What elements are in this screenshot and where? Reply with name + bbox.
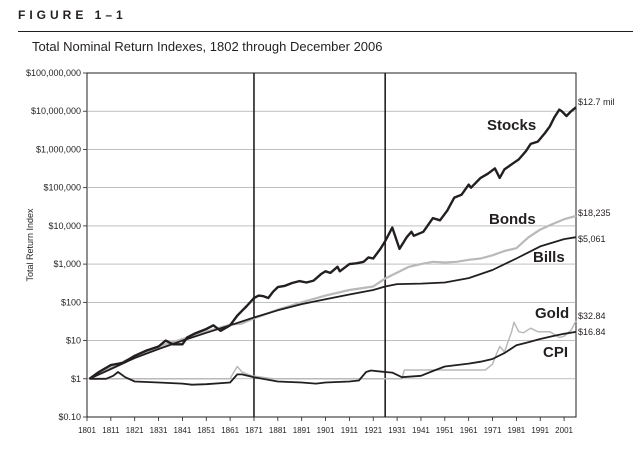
x-tick-label: 1941 <box>412 426 430 435</box>
end-value-label-gold: $32.84 <box>578 311 606 321</box>
era-markers <box>253 73 386 417</box>
x-tick-label: 1861 <box>221 426 239 435</box>
y-tick-label: $10 <box>66 336 81 346</box>
x-tick-label: 1811 <box>102 426 120 435</box>
x-tick-label: 1801 <box>78 426 96 435</box>
series-line-bills <box>89 236 577 380</box>
y-tick-label: $1,000 <box>53 259 81 269</box>
series-label-stocks: Stocks <box>487 117 536 134</box>
y-tick-label: $100,000,000 <box>26 68 81 78</box>
x-tick-label: 1971 <box>484 426 502 435</box>
y-axis-label: Total Return Index <box>25 208 35 282</box>
x-tick-label: 1881 <box>269 426 287 435</box>
x-tick-label: 1901 <box>317 426 335 435</box>
y-axis-ticks: $100,000,000 $10,000,000 $1,000,000 $100,00… <box>26 68 87 422</box>
figure-rule <box>18 31 633 32</box>
series-line-stocks <box>88 106 577 380</box>
y-gridlines <box>87 110 576 380</box>
chart-title: Total Nominal Return Indexes, 1802 throu… <box>32 39 383 54</box>
x-tick-label: 1921 <box>364 426 382 435</box>
y-tick-label: $100,000 <box>43 183 81 193</box>
x-tick-label: 1981 <box>507 426 525 435</box>
x-tick-label: 1851 <box>197 426 215 435</box>
x-tick-label: 1891 <box>293 426 311 435</box>
series-label-cpi: CPI <box>543 344 568 361</box>
end-value-label-bills: $5,061 <box>578 234 606 244</box>
x-tick-label: 1961 <box>460 426 478 435</box>
series-label-bills: Bills <box>533 249 565 266</box>
y-tick-label: $0.10 <box>58 412 81 422</box>
series-label-gold: Gold <box>535 305 569 322</box>
x-tick-label: 1871 <box>245 426 263 435</box>
y-tick-label: $1,000,000 <box>36 144 81 154</box>
x-tick-label: 1821 <box>126 426 144 435</box>
end-value-label-bonds: $18,235 <box>578 208 611 218</box>
series-line-bonds <box>88 214 577 380</box>
plot-frame <box>86 72 577 418</box>
y-tick-label: $10,000,000 <box>31 106 81 116</box>
x-tick-label: 1911 <box>341 426 359 435</box>
series-label-bonds: Bonds <box>489 211 536 228</box>
series-lines <box>88 106 577 386</box>
y-tick-label: $1 <box>71 374 81 384</box>
series-line-cpi <box>89 331 577 386</box>
x-tick-label: 1841 <box>174 426 192 435</box>
x-tick-label: 1931 <box>388 426 406 435</box>
x-tick-label: 1951 <box>436 426 454 435</box>
series-line-gold <box>89 320 577 380</box>
x-tick-label: 2001 <box>555 426 573 435</box>
figure-label: FIGURE 1–1 <box>18 8 127 22</box>
series-labels: Stocks Bonds Bills Gold CPI $12.7 mil $18,235 $… <box>487 97 615 361</box>
y-tick-label: $100 <box>61 297 81 307</box>
end-value-label-cpi: $16.84 <box>578 327 606 337</box>
end-value-label-stocks: $12.7 mil <box>578 97 615 107</box>
x-tick-label: 1991 <box>531 426 549 435</box>
y-tick-label: $10,000 <box>48 221 81 231</box>
x-axis-ticks: 1801 1811 1821 1831 1841 1851 1861 1871 1881 1891… <box>78 417 574 435</box>
x-tick-label: 1831 <box>150 426 168 435</box>
